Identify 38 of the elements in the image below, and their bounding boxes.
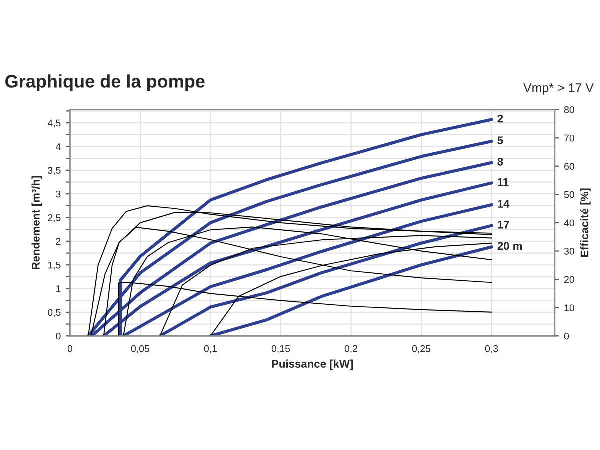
y2-tick-label: 80: [564, 106, 574, 114]
y2-tick-label: 70: [564, 134, 574, 142]
y-tick-label: 1,5: [48, 262, 61, 270]
x-tick-label: 0,25: [412, 345, 431, 354]
x-tick-label: 0,1: [204, 345, 218, 354]
x-tick-label: 0,2: [344, 345, 358, 354]
x-tick-label: 0,05: [131, 345, 150, 354]
y-tick-label: 0: [56, 332, 61, 340]
y2-tick-label: 50: [564, 191, 574, 198]
y2-tick-label: 40: [564, 220, 574, 227]
y2-tick-label: 60: [564, 163, 574, 170]
y-tick-label: 1: [56, 286, 61, 292]
y-tick-label: 2: [56, 238, 61, 245]
y-tick-label: 0,5: [48, 309, 61, 318]
x-tick-label: 0,3: [485, 345, 498, 354]
series-label: 11: [498, 178, 509, 186]
y2-tick-label: 30: [564, 248, 574, 255]
series-label: 17: [498, 221, 510, 229]
y-axis-title: Rendement [m³/h]: [32, 176, 42, 270]
x-tick-label: 0: [68, 345, 73, 352]
y-tick-label: 2,5: [48, 214, 61, 223]
y2-tick-label: 10: [564, 304, 574, 312]
chart-title: Graphique de la pompe: [6, 74, 205, 92]
series-label: 8: [498, 158, 504, 166]
y2-tick-label: 0: [564, 332, 570, 340]
series-label: 14: [498, 200, 510, 208]
y-tick-label: 3,5: [48, 167, 61, 176]
y-tick-label: 4: [56, 144, 61, 150]
series-label: 5: [498, 136, 504, 145]
x-axis-title: Puissance [kW]: [272, 360, 354, 370]
y2-axis-title: Efficacité [%]: [580, 188, 591, 258]
x-tick-label: 0,15: [272, 345, 290, 354]
text: Vmp* > 17 V: [524, 84, 594, 95]
series-label: 20 m: [498, 242, 522, 250]
y2-tick-label: 20: [564, 276, 574, 284]
y-tick-label: 3: [56, 190, 61, 198]
y-tick-label: 4,5: [48, 120, 61, 128]
series-label: 2: [498, 114, 504, 123]
